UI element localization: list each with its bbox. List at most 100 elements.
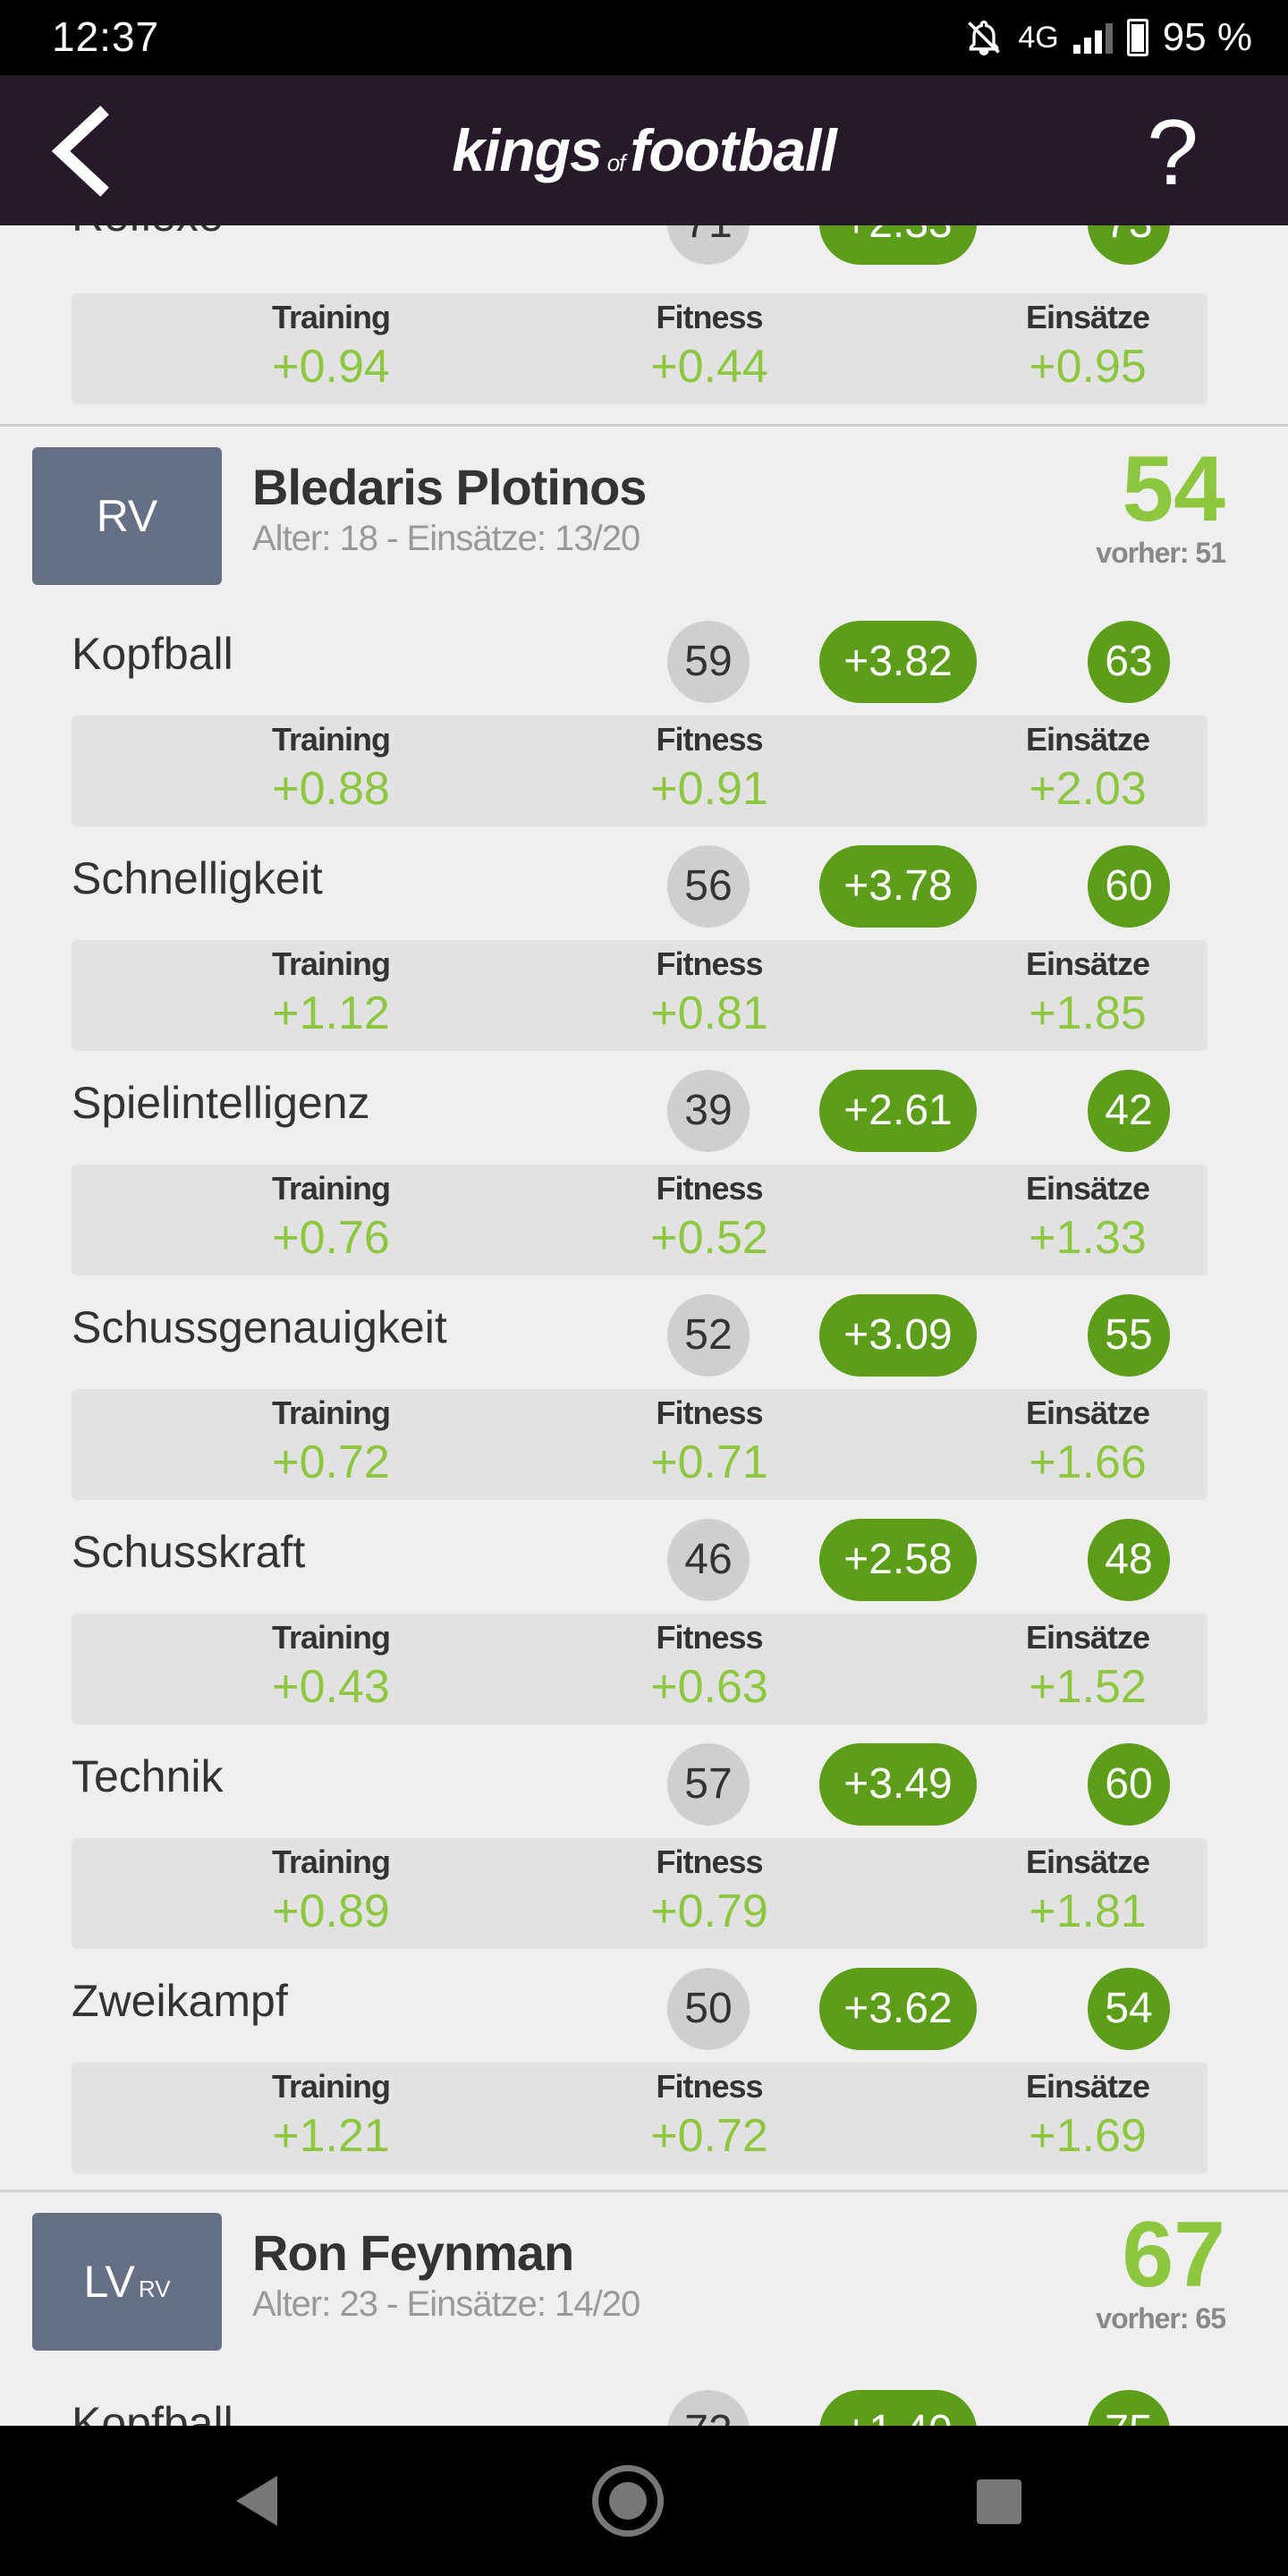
stat-row: Kopfball 72 +1.40 75 xyxy=(72,2381,1216,2426)
development-list[interactable]: Reflexe 71 +2.33 73 Training +0.94 Fitnes… xyxy=(0,225,1288,2426)
stat-delta: +2.61 xyxy=(819,1070,977,1152)
player-card[interactable]: RV Bledaris Plotinos Alter: 18 - Einsätz… xyxy=(0,436,1288,589)
stat-row: Zweikampf 50 +3.62 54 xyxy=(72,1959,1216,2057)
stat-delta: +3.62 xyxy=(819,1968,977,2050)
stat-row: Technik 57 +3.49 60 xyxy=(72,1734,1216,1833)
stat-old-value: 59 xyxy=(667,621,750,703)
stat-new-value: 42 xyxy=(1088,1070,1170,1152)
app-header: kings offootball ? xyxy=(0,75,1288,225)
stat-new-value: 54 xyxy=(1088,1968,1170,2050)
position-sub-label: RV xyxy=(138,2275,171,2302)
breakdown-label: Fitness xyxy=(656,1394,763,1431)
stat-old-value: 56 xyxy=(667,845,750,928)
breakdown-value: +0.72 xyxy=(272,1436,390,1488)
position-label: LV xyxy=(83,2257,135,2307)
breakdown-training: Training +1.12 xyxy=(215,945,447,1040)
breakdown-training: Training +0.89 xyxy=(215,1843,447,1938)
breakdown-einsaetze: Einsätze +1.85 xyxy=(971,945,1204,1040)
status-icons: 4G 95 % xyxy=(964,13,1252,63)
breakdown-label: Einsätze xyxy=(1025,2068,1150,2105)
breakdown-value: +1.52 xyxy=(1029,1661,1147,1713)
divider xyxy=(0,424,1288,427)
breakdown-value: +0.89 xyxy=(272,1885,390,1937)
battery-percent: 95 % xyxy=(1162,15,1252,59)
breakdown-label: Training xyxy=(271,1843,391,1880)
position-label: RV xyxy=(96,491,158,541)
stat-new-value: 63 xyxy=(1088,621,1170,703)
breakdown-einsaetze: Einsätze +1.33 xyxy=(971,1170,1204,1265)
stat-name: Zweikampf xyxy=(72,1976,288,2026)
breakdown-value: +1.12 xyxy=(272,987,390,1039)
breakdown-fitness: Fitness +0.52 xyxy=(593,1170,826,1265)
nav-back-icon[interactable] xyxy=(233,2472,283,2529)
breakdown-einsaetze: Einsätze +1.81 xyxy=(971,1843,1204,1938)
breakdown-label: Training xyxy=(271,299,391,335)
stat-old-value: 39 xyxy=(667,1070,750,1152)
breakdown-fitness: Fitness +0.44 xyxy=(593,299,826,394)
breakdown-einsaetze: Einsätze +0.95 xyxy=(971,299,1204,394)
breakdown-value: +0.52 xyxy=(650,1212,768,1264)
player-meta: Alter: 18 - Einsätze: 13/20 xyxy=(252,519,640,558)
breakdown-fitness: Fitness +0.91 xyxy=(593,721,826,816)
player-meta: Alter: 23 - Einsätze: 14/20 xyxy=(252,2284,640,2324)
stat-name: Technik xyxy=(72,1751,224,1801)
breakdown-fitness: Fitness +0.71 xyxy=(593,1394,826,1489)
player-previous-rating: vorher: 65 xyxy=(1096,2302,1226,2334)
breakdown-label: Training xyxy=(271,721,391,758)
stat-breakdown: Training +0.88 Fitness +0.91 Einsätze +2.03 xyxy=(72,716,1208,826)
stat-new-value: 48 xyxy=(1088,1519,1170,1601)
breakdown-label: Fitness xyxy=(656,1843,763,1880)
position-badge: RV xyxy=(32,447,222,585)
breakdown-einsaetze: Einsätze +1.66 xyxy=(971,1394,1204,1489)
breakdown-value: +0.94 xyxy=(272,341,390,393)
breakdown-label: Fitness xyxy=(656,2068,763,2105)
breakdown-value: +0.79 xyxy=(650,1885,768,1937)
stat-row: Spielintelligenz 39 +2.61 42 xyxy=(72,1061,1216,1159)
stat-name: Schnelligkeit xyxy=(72,853,323,903)
stat-delta: +3.82 xyxy=(819,621,977,703)
stat-name: Reflexe xyxy=(72,225,224,242)
position-badge: LV RV xyxy=(32,2213,222,2351)
breakdown-label: Training xyxy=(271,1619,391,1656)
stat-name: Schusskraft xyxy=(72,1527,306,1577)
breakdown-fitness: Fitness +0.81 xyxy=(593,945,826,1040)
breakdown-label: Fitness xyxy=(656,299,763,335)
back-arrow-icon[interactable] xyxy=(39,102,138,200)
stat-new-value: 73 xyxy=(1088,225,1170,265)
stat-new-value: 75 xyxy=(1088,2390,1170,2426)
stat-old-value: 57 xyxy=(667,1743,750,1826)
nav-recents-icon[interactable] xyxy=(977,2479,1021,2524)
breakdown-einsaetze: Einsätze +1.52 xyxy=(971,1619,1204,1714)
breakdown-label: Training xyxy=(271,945,391,982)
stat-delta: +2.58 xyxy=(819,1519,977,1601)
stat-delta: +2.33 xyxy=(819,225,977,265)
stat-new-value: 55 xyxy=(1088,1294,1170,1377)
stat-old-value: 50 xyxy=(667,1968,750,2050)
breakdown-training: Training +0.94 xyxy=(215,299,447,394)
logo-kings: kings xyxy=(452,117,602,183)
breakdown-value: +0.44 xyxy=(650,341,768,393)
stat-row: Schnelligkeit 56 +3.78 60 xyxy=(72,836,1216,935)
stat-old-value: 46 xyxy=(667,1519,750,1601)
stat-breakdown: Training +0.89 Fitness +0.79 Einsätze +1.81 xyxy=(72,1838,1208,1949)
nav-home-icon[interactable] xyxy=(592,2465,664,2537)
player-previous-rating: vorher: 51 xyxy=(1096,537,1226,569)
breakdown-label: Fitness xyxy=(656,1619,763,1656)
logo-of: of xyxy=(606,149,626,176)
breakdown-einsaetze: Einsätze +1.69 xyxy=(971,2068,1204,2163)
stat-old-value: 52 xyxy=(667,1294,750,1377)
player-name: Ron Feynman xyxy=(252,2224,574,2281)
stat-name: Schussgenauigkeit xyxy=(72,1302,447,1352)
system-nav-bar xyxy=(0,2426,1288,2576)
breakdown-training: Training +1.21 xyxy=(215,2068,447,2163)
breakdown-value: +0.76 xyxy=(272,1212,390,1264)
breakdown-value: +1.81 xyxy=(1029,1885,1147,1937)
help-button[interactable]: ? xyxy=(1147,101,1199,205)
stat-delta: +3.49 xyxy=(819,1743,977,1826)
player-card[interactable]: LV RV Ron Feynman Alter: 23 - Einsätze: 1… xyxy=(0,2202,1288,2354)
breakdown-value: +0.91 xyxy=(650,763,768,815)
player-rating: 67 xyxy=(1122,2203,1225,2307)
signal-icon xyxy=(1072,21,1113,54)
status-bar: 12:37 4G 95 % xyxy=(0,0,1288,75)
stat-delta: +3.09 xyxy=(819,1294,977,1377)
